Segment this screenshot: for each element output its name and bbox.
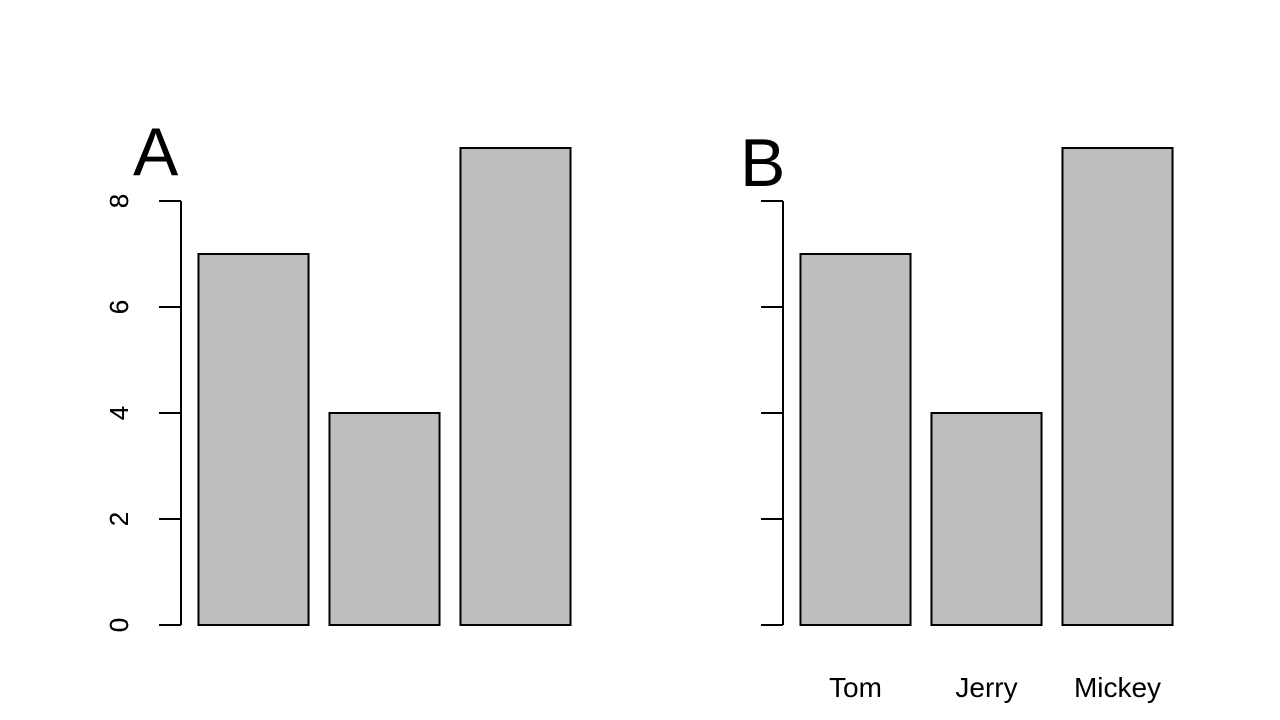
y-tick-label: 0 xyxy=(104,618,134,632)
chart-title: A xyxy=(133,114,179,190)
y-tick-label: 4 xyxy=(104,406,134,420)
y-tick-label: 2 xyxy=(104,512,134,526)
bar xyxy=(459,147,572,626)
y-tick-label: 8 xyxy=(104,194,134,208)
y-tick-label: 6 xyxy=(104,300,134,314)
y-tick-label: 0 xyxy=(104,618,134,632)
bar xyxy=(1061,147,1174,626)
x-tick-label: Jerry xyxy=(955,672,1017,703)
bar xyxy=(328,412,441,626)
bar xyxy=(799,253,912,626)
x-tick-label: Tom xyxy=(829,672,882,703)
y-tick-label: 8 xyxy=(104,194,134,208)
x-tick-label: Mickey xyxy=(1074,672,1161,703)
chart-title: B xyxy=(740,125,785,201)
bar xyxy=(197,253,310,626)
y-tick-label: 2 xyxy=(104,512,134,526)
y-tick-label: 4 xyxy=(104,406,134,420)
bar xyxy=(930,412,1043,626)
y-tick-label: 6 xyxy=(104,300,134,314)
